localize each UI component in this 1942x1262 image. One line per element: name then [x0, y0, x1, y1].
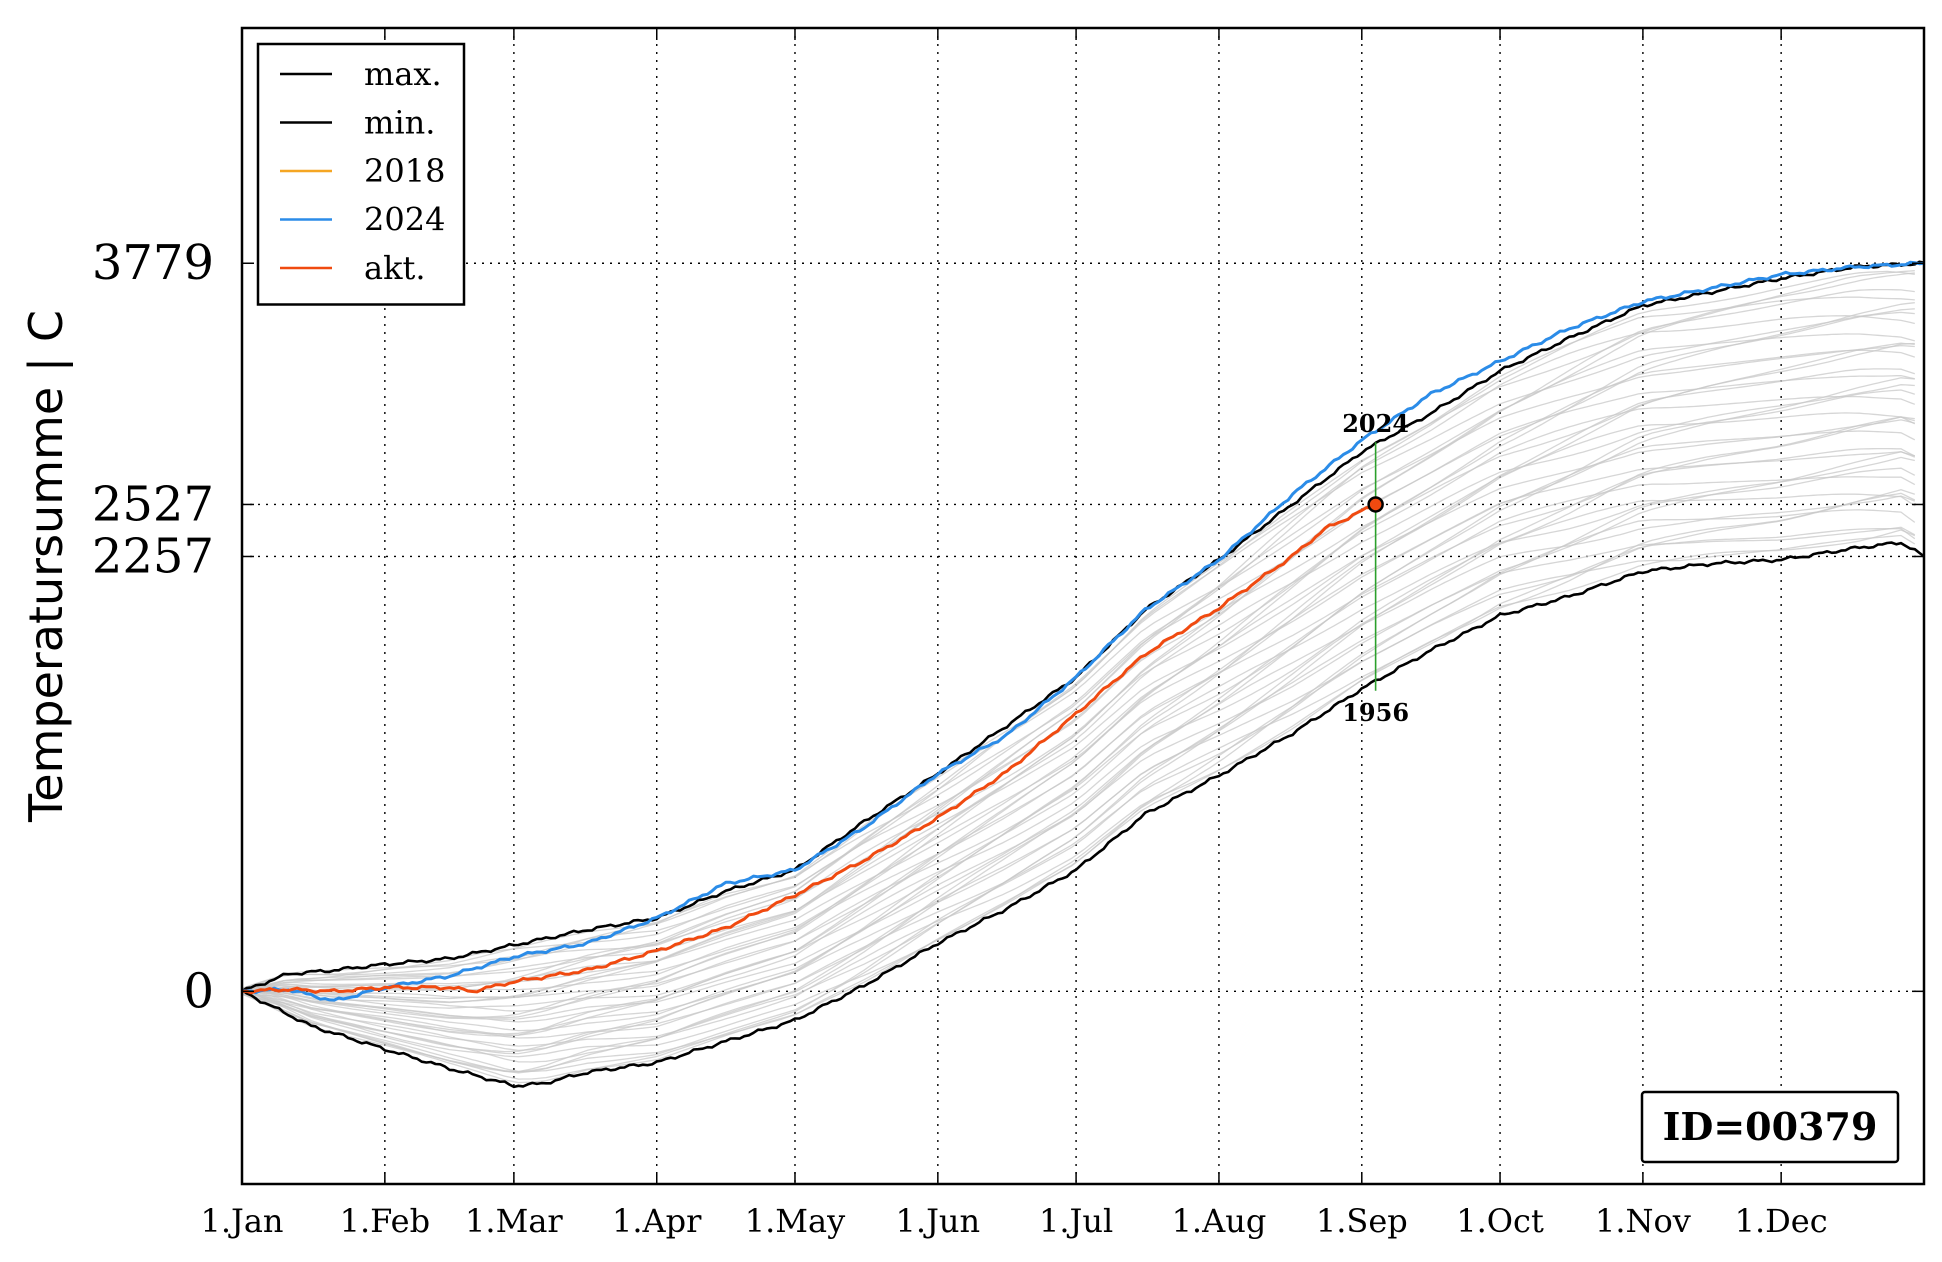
range-upper-label: 2024 — [1342, 409, 1409, 438]
background-year-line — [241, 529, 1916, 1084]
range-annotation: 2024 1956 — [1342, 409, 1409, 727]
y-tick-label: 0 — [183, 963, 214, 1019]
background-year-line — [241, 451, 1915, 1055]
id-box: ID=00379 — [1640, 1090, 1900, 1164]
legend-label: 2024 — [364, 201, 445, 239]
x-tick-label: 1.Jun — [896, 1202, 981, 1240]
x-tick-label: 1.Oct — [1456, 1202, 1544, 1240]
y-tick-label: 3779 — [92, 235, 214, 291]
background-year-line — [242, 342, 1915, 1003]
background-year-line — [241, 368, 1916, 1004]
id-box-frame — [1640, 1090, 1900, 1164]
y-tick-label: 2257 — [92, 528, 214, 584]
background-year-line — [241, 456, 1915, 1052]
legend: max. min. 2018 2024 akt. — [256, 42, 466, 306]
x-tick-label: 1.Mar — [465, 1202, 563, 1240]
background-year-line — [241, 377, 1915, 1019]
background-year-line — [241, 451, 1916, 1032]
series-line-akt — [241, 504, 1377, 995]
series-lines — [241, 260, 1925, 1089]
x-tick-label: 1.Aug — [1172, 1202, 1267, 1240]
background-year-line — [241, 342, 1915, 999]
background-year-line — [241, 534, 1916, 1080]
background-year-line — [241, 272, 1915, 994]
background-year-line — [241, 333, 1915, 992]
x-tick-label: 1.Dec — [1735, 1202, 1828, 1240]
grid-lines — [242, 28, 1924, 1184]
current-point-marker — [1367, 496, 1384, 513]
x-tick-label: 1.Jan — [200, 1202, 283, 1240]
x-tick-label: 1.Jul — [1039, 1202, 1113, 1240]
background-year-line — [241, 384, 1915, 1012]
background-year-line — [241, 389, 1915, 1019]
background-year-line — [241, 430, 1916, 1020]
y-tick-label: 2527 — [92, 476, 214, 532]
background-year-series — [241, 270, 1916, 1084]
background-year-line — [241, 311, 1915, 995]
legend-frame — [256, 42, 466, 306]
axis-ticks: 1.Jan 1.Feb 1.Mar 1.Apr 1.May 1.Jun 1.Jul 1.Aug… — [92, 28, 1924, 1240]
background-year-line — [241, 412, 1916, 1009]
background-year-line — [241, 270, 1915, 992]
series-line-2024 — [242, 260, 1925, 1002]
legend-label: max. — [364, 55, 442, 93]
x-tick-label: 1.Sep — [1316, 1202, 1408, 1240]
background-year-line — [241, 493, 1916, 1047]
background-year-line — [241, 296, 1915, 990]
x-tick-label: 1.Nov — [1595, 1202, 1691, 1240]
plot-frame — [240, 26, 1926, 1186]
x-tick-label: 1.Apr — [612, 1202, 702, 1240]
id-box-label: ID=00379 — [1663, 1104, 1878, 1149]
x-tick-label: 1.Feb — [340, 1202, 430, 1240]
legend-label: min. — [364, 104, 435, 142]
legend-label: 2018 — [364, 152, 445, 190]
y-axis-label: Temperatursumme | C — [19, 310, 74, 823]
background-year-line — [241, 476, 1916, 1039]
x-tick-label: 1.May — [745, 1202, 845, 1240]
series-line-min — [241, 541, 1925, 1089]
range-lower-label: 1956 — [1342, 698, 1409, 727]
background-year-line — [241, 509, 1916, 1058]
legend-label: akt. — [364, 249, 426, 287]
